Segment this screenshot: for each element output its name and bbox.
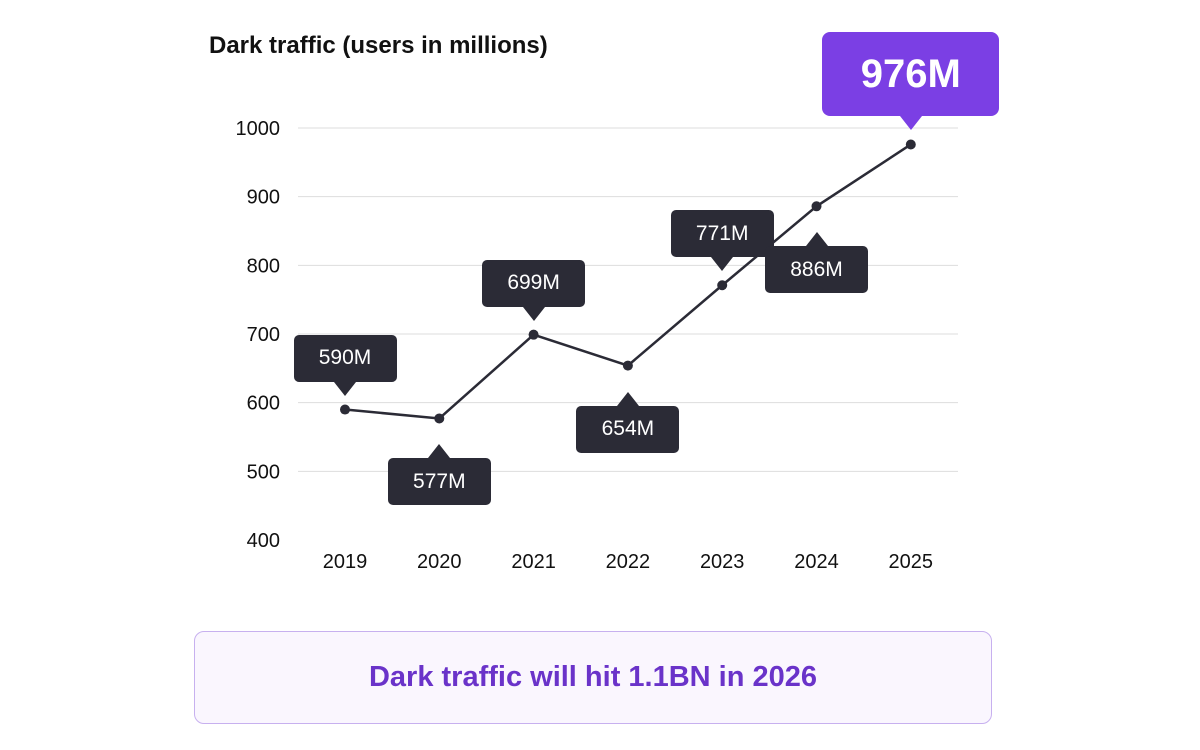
x-tick-label: 2023 [700, 551, 745, 573]
callout-pointer [334, 381, 356, 396]
x-tick-label: 2022 [606, 551, 651, 573]
data-point [717, 280, 728, 291]
data-label: 699M [482, 259, 586, 321]
x-tick-label: 2024 [794, 551, 839, 573]
y-tick-label: 400 [247, 530, 280, 552]
data-point [528, 329, 539, 340]
y-tick-label: 800 [247, 255, 280, 277]
chart-title: Dark traffic (users in millions) [209, 32, 548, 59]
data-label-text: 590M [318, 346, 372, 370]
data-label-text: 771M [695, 221, 749, 245]
data-point [434, 413, 445, 424]
data-label: 771M [670, 210, 774, 272]
footer-banner: Dark traffic will hit 1.1BN in 2026 [194, 631, 992, 724]
data-label-text: 577M [413, 469, 466, 493]
highlight-data-label: 976M [822, 32, 1000, 131]
y-tick-label: 700 [247, 324, 280, 346]
data-label: 654M [576, 391, 680, 453]
data-label: 577M [387, 444, 491, 506]
y-tick-label: 1000 [236, 118, 281, 140]
data-label: 590M [293, 334, 397, 396]
callout-pointer [428, 444, 451, 459]
data-point [811, 201, 822, 212]
y-tick-label: 500 [247, 461, 280, 483]
x-tick-label: 2019 [323, 551, 368, 573]
data-label-text: 886M [790, 257, 843, 281]
callout-pointer [616, 391, 639, 406]
y-tick-label: 600 [247, 393, 280, 415]
data-label-text: 654M [601, 417, 655, 441]
x-tick-label: 2021 [511, 551, 556, 573]
y-tick-label: 900 [247, 187, 280, 209]
callout-pointer [522, 306, 545, 321]
callout-pointer [805, 232, 828, 247]
data-point [622, 360, 633, 371]
callout-pointer [899, 116, 922, 131]
data-label: 886M [765, 232, 868, 294]
data-label-text: 699M [507, 271, 560, 295]
data-label-text: 976M [860, 51, 961, 96]
data-point [905, 139, 916, 150]
x-tick-label: 2020 [417, 551, 462, 573]
data-point [340, 404, 350, 415]
callout-pointer [711, 257, 734, 272]
x-tick-label: 2025 [889, 551, 934, 573]
